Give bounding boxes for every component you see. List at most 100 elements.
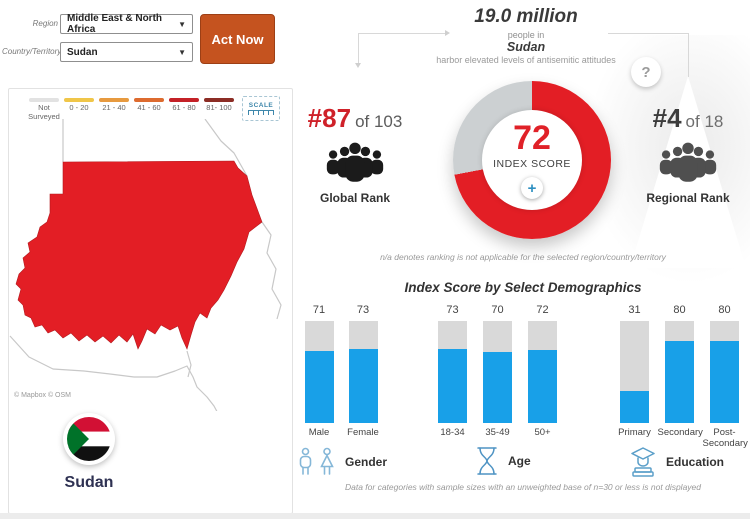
demographics-title: Index Score by Select Demographics [404, 280, 642, 295]
bar-track [710, 321, 739, 423]
bar-male: 71 Male [297, 304, 341, 438]
bar-post-secondary: 80 Post-Secondary [702, 304, 748, 450]
bar-fill [483, 351, 512, 423]
index-score-inner: 72 INDEX SCORE + [482, 110, 582, 210]
education-label: Education [666, 455, 725, 469]
help-button[interactable]: ? [631, 57, 661, 87]
age-label: Age [508, 454, 531, 468]
act-now-button[interactable]: Act Now [200, 14, 275, 64]
country-label: Country/Territory [2, 47, 62, 56]
bar-fill [438, 348, 467, 423]
legend-label: 81- 100 [206, 103, 232, 112]
legend-label: 61 - 80 [172, 103, 196, 112]
legend-label: 41 - 60 [137, 103, 161, 112]
bar-primary: 31 Primary [612, 304, 657, 450]
bar-value: 71 [312, 304, 326, 316]
age-category: Age [474, 446, 531, 476]
country-select-value: Sudan [67, 46, 98, 58]
demo-group-education: 31 Primary 80 Secondary 80 Post-Secondary [612, 304, 748, 450]
regional-rank-block: #4 of 18 Regional Rank [630, 103, 746, 205]
bar-fill [620, 391, 649, 423]
bar-value: 31 [628, 304, 641, 316]
bar-value: 73 [356, 304, 370, 316]
region-select[interactable]: Middle East & North Africa ▼ [60, 13, 193, 35]
headline-country: Sudan [506, 40, 546, 54]
arrow-right-icon [445, 30, 450, 36]
map-region-sudan[interactable] [15, 160, 263, 350]
legend-swatch [99, 98, 129, 102]
legend-item: 41 - 60 [132, 94, 166, 113]
country-select[interactable]: Sudan ▼ [60, 42, 193, 62]
headline-prefix: people in [507, 30, 545, 40]
legend-label: 21 - 40 [102, 103, 126, 112]
legend-item: 21 - 40 [97, 94, 131, 113]
legend-swatch [169, 98, 199, 102]
chevron-down-icon: ▼ [178, 19, 186, 29]
headline: 19.0 million people in Sudan harbor elev… [406, 6, 646, 65]
bar-track [438, 321, 467, 423]
connector-line-left [358, 33, 446, 34]
connector-line-left-v [358, 33, 359, 64]
bar-value: 73 [446, 304, 459, 316]
education-category: Education [628, 446, 724, 478]
region-select-value: Middle East & North Africa [67, 13, 163, 35]
bar-track [483, 321, 512, 423]
arrow-down-icon [355, 63, 361, 68]
bar-fill [304, 350, 334, 423]
legend-item: 0 - 20 [62, 94, 96, 113]
global-rank-number: #87 [307, 103, 352, 133]
connector-line-right [608, 33, 688, 34]
legend-item: 61 - 80 [167, 94, 201, 113]
index-score-caption: INDEX SCORE [493, 158, 571, 170]
bar-female: 73 Female [341, 304, 385, 438]
neighbor-borders [9, 119, 282, 411]
bar-fill [348, 348, 378, 423]
bar-track [665, 321, 694, 423]
chevron-down-icon: ▼ [178, 47, 186, 57]
demo-group-gender: 71 Male 73 Female [297, 304, 385, 438]
country-map [9, 119, 282, 411]
bar-value: 80 [718, 304, 731, 316]
bar-category-label: Male [308, 427, 330, 438]
sudan-flag-badge [63, 413, 115, 465]
demo-group-age: 73 18-34 70 35-49 72 50+ [430, 304, 565, 438]
scale-label: SCALE [248, 102, 274, 109]
sample-size-note: Data for categories with sample sizes wi… [344, 482, 702, 492]
graduation-icon [631, 447, 655, 477]
gender-label: Gender [345, 455, 388, 469]
bar-track [528, 321, 557, 423]
bar-fill [710, 341, 739, 423]
regional-rank-number: #4 [652, 103, 682, 133]
regional-rank-label: Regional Rank [646, 191, 730, 205]
bar-50-: 72 50+ [520, 304, 565, 438]
bar-fill [528, 349, 557, 423]
ruler-icon [248, 110, 274, 115]
sudan-flag-icon [67, 417, 111, 461]
bar-18-34: 73 18-34 [430, 304, 475, 438]
legend-swatch [64, 98, 94, 102]
legend-item: 81- 100 [202, 94, 236, 113]
headline-suffix: harbor elevated levels of antisemitic at… [436, 55, 616, 65]
legend-label: Not Surveyed [28, 103, 60, 121]
bar-value: 72 [536, 304, 549, 316]
bar-value: 70 [491, 304, 504, 316]
expand-plus-button[interactable]: + [521, 177, 543, 199]
global-rank-block: #87 of 103 Global Rank [297, 103, 413, 205]
bar-track [620, 321, 649, 423]
gender-category: Gender [297, 446, 387, 478]
crowd-icon [326, 142, 384, 182]
scale-toggle[interactable]: SCALE [242, 96, 280, 121]
map-panel: Not Surveyed 0 - 20 21 - 40 41 - 60 61 - 80 8… [8, 88, 293, 514]
bar-category-label: Female [347, 427, 379, 438]
legend-swatch [29, 98, 59, 102]
connector-line-right-v [688, 33, 689, 77]
bar-category-label: 18-34 [440, 427, 465, 438]
gender-icon [299, 447, 334, 475]
bar-track [348, 321, 378, 423]
map-attribution: © Mapbox © OSM [14, 392, 71, 399]
bar-35-49: 70 35-49 [475, 304, 520, 438]
bar-category-label: Post-Secondary [702, 427, 748, 450]
index-score-donut: 72 INDEX SCORE + [453, 81, 611, 239]
bar-category-label: Primary [618, 427, 651, 438]
